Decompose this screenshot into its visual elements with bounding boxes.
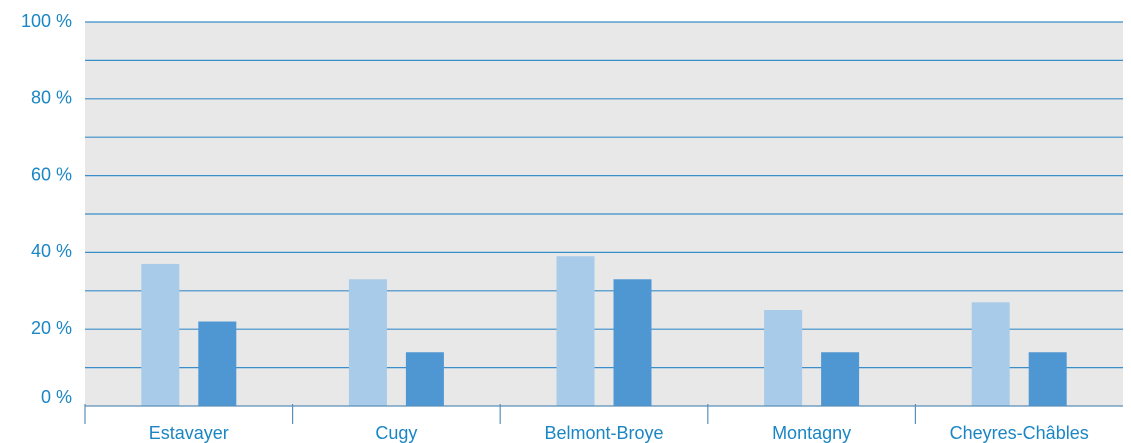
y-tick-label: 60 % xyxy=(31,164,72,184)
bar xyxy=(198,321,237,406)
bar xyxy=(405,352,444,406)
y-tick-label: 20 % xyxy=(31,318,72,338)
x-category-label: Cugy xyxy=(375,423,417,443)
y-tick-label: 0 % xyxy=(41,387,72,407)
bar xyxy=(821,352,860,406)
y-tick-label: 80 % xyxy=(31,88,72,108)
bar xyxy=(141,263,180,406)
y-tick-label: 100 % xyxy=(21,11,72,31)
x-category-label: Estavayer xyxy=(149,423,229,443)
bar xyxy=(348,279,387,406)
bar xyxy=(556,256,595,406)
bar xyxy=(764,310,803,406)
x-category-label: Cheyres-Châbles xyxy=(950,423,1089,443)
y-tick-label: 40 % xyxy=(31,241,72,261)
bar xyxy=(971,302,1010,406)
bar xyxy=(1028,352,1067,406)
x-category-label: Belmont-Broye xyxy=(544,423,663,443)
x-category-label: Montagny xyxy=(772,423,851,443)
bar xyxy=(613,279,652,406)
